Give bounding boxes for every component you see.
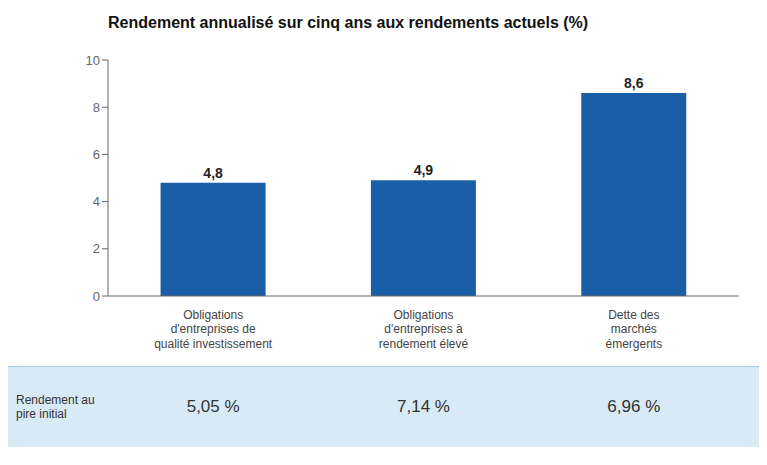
svg-text:8: 8	[93, 100, 100, 115]
svg-text:8,6: 8,6	[624, 75, 644, 91]
svg-text:4: 4	[93, 194, 100, 209]
html-text:Rendement au: Rendement au	[16, 393, 95, 407]
svg-text:10: 10	[86, 53, 100, 68]
html-text:5,05 %: 5,05 %	[186, 397, 240, 416]
svg-text:4,8: 4,8	[203, 165, 223, 181]
html-text:pire initial: pire initial	[16, 407, 67, 421]
svg-text:2: 2	[93, 241, 100, 256]
svg-text:0: 0	[93, 289, 100, 304]
svg-text:6: 6	[93, 147, 100, 162]
html-text:6,96 %: 6,96 %	[607, 397, 661, 416]
svg-text:Obligationsd'entreprises àrend: Obligationsd'entreprises àrendement élev…	[379, 308, 469, 351]
svg-text:Obligationsd'entreprises dequa: Obligationsd'entreprises dequalité inves…	[154, 308, 273, 351]
svg-text:Dette desmarchésémergents: Dette desmarchésémergents	[605, 308, 662, 351]
html-text:Rendement annualisé sur cinq a: Rendement annualisé sur cinq ans aux ren…	[108, 14, 589, 31]
svg-text:4,9: 4,9	[414, 162, 434, 178]
html-text:7,14 %: 7,14 %	[397, 397, 450, 416]
